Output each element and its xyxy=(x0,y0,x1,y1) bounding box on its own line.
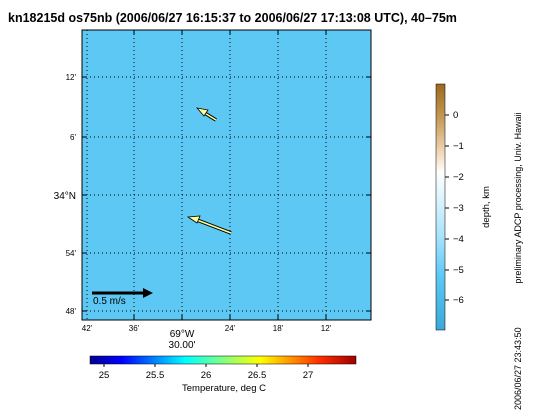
temp-tick-26-5: 26.5 xyxy=(248,370,267,381)
lat-label-12: 12' xyxy=(66,73,77,82)
timestamp-text: 2006/06/27 23:43:50 xyxy=(513,327,523,410)
map-title: kn18215d os75nb (2006/06/27 16:15:37 to … xyxy=(8,11,457,25)
depth-tick-0: 0 xyxy=(453,110,458,121)
scale-label: 0.5 m/s xyxy=(93,296,126,307)
lon-label-min: 30.00' xyxy=(169,340,196,351)
depth-label: depth, km xyxy=(481,186,492,228)
vector-upper xyxy=(195,107,217,122)
lon-label-42: 42' xyxy=(82,324,93,333)
depth-colorbar xyxy=(435,83,446,331)
temp-tick-26: 26 xyxy=(201,370,212,381)
temp-tick-25-5: 25.5 xyxy=(146,370,165,381)
temperature-colorbar xyxy=(89,355,357,365)
credit-text: preliminary ADCP processing, Univ. Hawai… xyxy=(513,112,523,283)
lon-label-deg: 69°W xyxy=(170,329,195,340)
lat-label-48: 48' xyxy=(66,307,77,316)
vector-lower xyxy=(186,215,232,235)
temp-tick-27: 27 xyxy=(303,370,314,381)
temperature-ticks xyxy=(103,364,309,367)
depth-tick-4: −4 xyxy=(453,234,464,245)
depth-tick-1: −1 xyxy=(453,141,464,152)
lon-label-18: 18' xyxy=(273,324,284,333)
map-ticks xyxy=(82,30,371,320)
depth-ticks xyxy=(445,114,449,301)
map-grid xyxy=(82,30,371,320)
lon-label-24: 24' xyxy=(225,324,236,333)
depth-tick-5: −5 xyxy=(453,265,464,276)
temp-tick-25: 25 xyxy=(99,370,110,381)
depth-tick-2: −2 xyxy=(453,172,464,183)
depth-tick-6: −6 xyxy=(453,295,464,306)
lat-label-54: 54' xyxy=(66,249,77,258)
scale-arrow xyxy=(92,288,153,298)
depth-tick-3: −3 xyxy=(453,203,464,214)
lon-label-12: 12' xyxy=(321,324,332,333)
ocean-area xyxy=(81,29,372,321)
temperature-label: Temperature, deg C xyxy=(182,383,266,394)
lat-label-34n: 34°N xyxy=(54,191,76,202)
lon-label-36: 36' xyxy=(129,324,140,333)
lat-label-6: 6' xyxy=(70,133,76,142)
